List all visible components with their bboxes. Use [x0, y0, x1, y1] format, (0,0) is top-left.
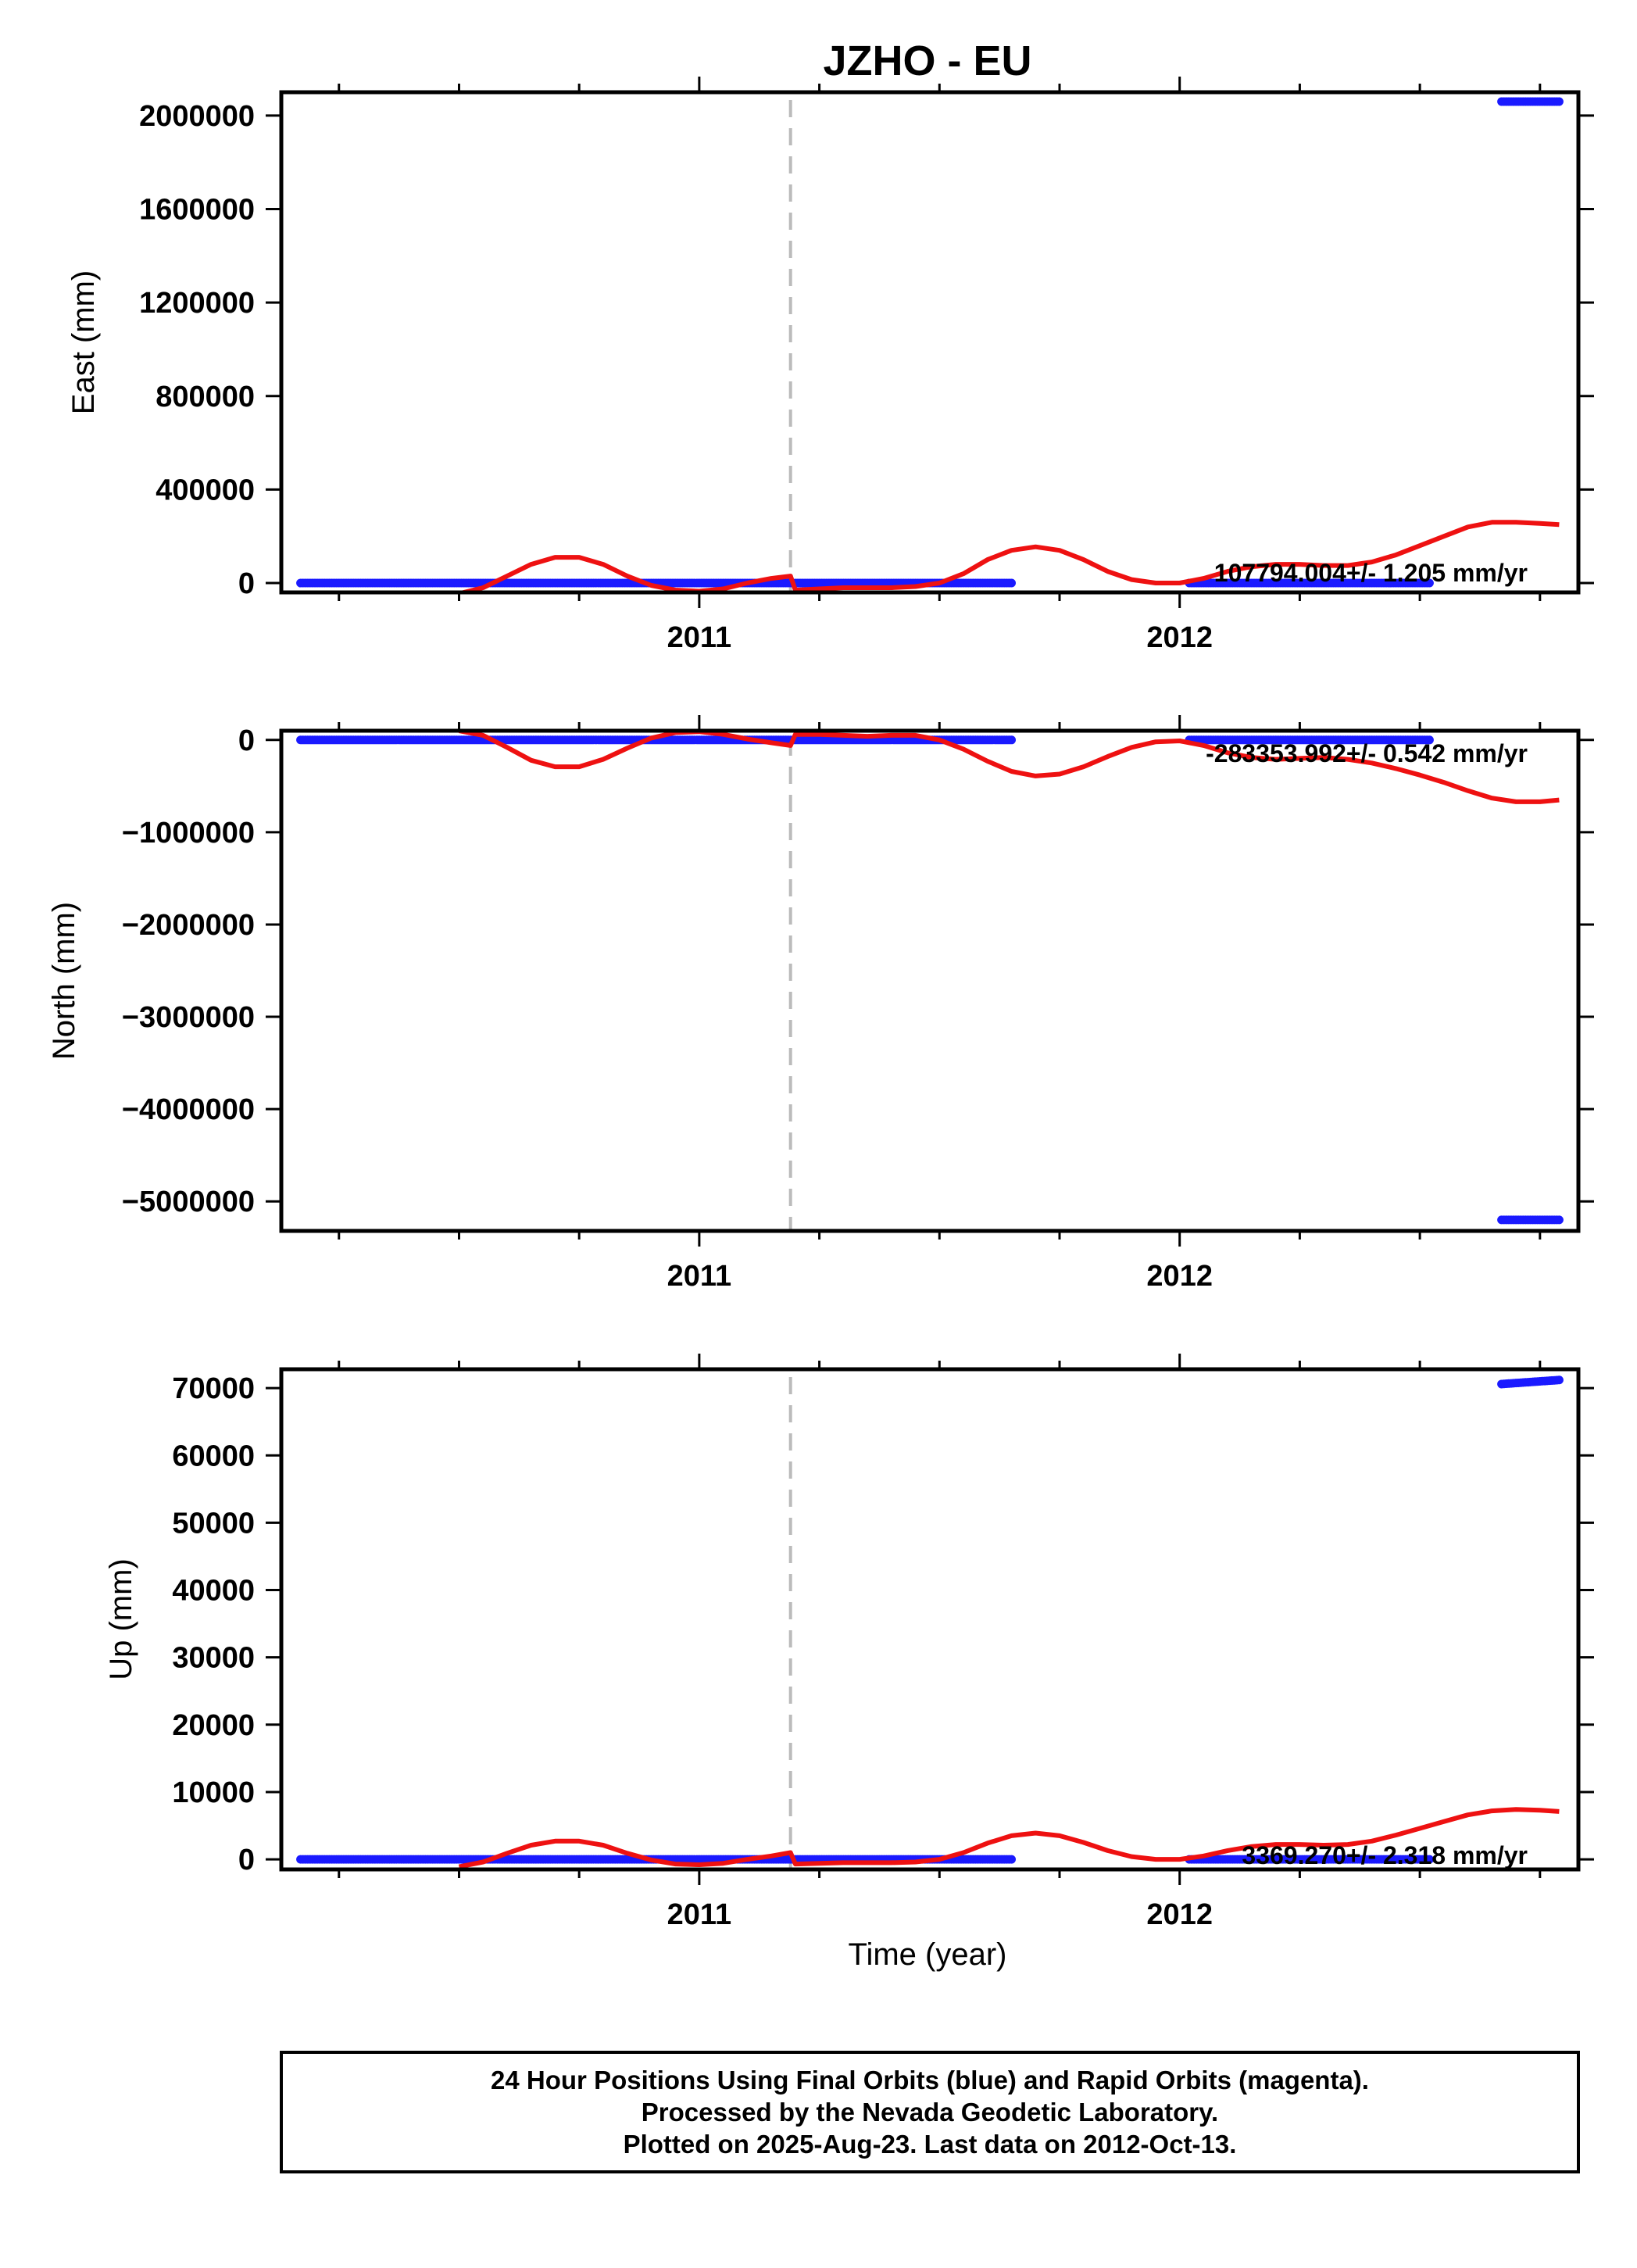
- north-final-orbit-point: [1424, 735, 1434, 745]
- north-data: [296, 731, 1564, 1225]
- east-y-tick-label: 1200000: [139, 287, 255, 320]
- north-y-tick-label: −4000000: [122, 1093, 255, 1126]
- x-axis-title: Time (year): [849, 1937, 1007, 1972]
- chart-title: JZHO - EU: [823, 38, 1031, 84]
- up-y-tick-label: 30000: [172, 1642, 255, 1675]
- east-model-fit-line: [458, 520, 1560, 592]
- up-panel: 2011 2012 0 10000 20000 30000 40000 50000 60000 7…: [104, 1354, 1594, 1931]
- east-rate-label: 107794.004+/- 1.205 mm/yr: [1214, 559, 1528, 587]
- east-final-orbit-point: [1424, 578, 1434, 588]
- footer-line-2: Processed by the Nevada Geodetic Laborat…: [642, 2098, 1218, 2127]
- up-y-tick-label: 0: [238, 1844, 255, 1876]
- east-data: [296, 97, 1564, 592]
- east-y-tick-label: 1600000: [139, 194, 255, 227]
- up-x-tick-label: 2012: [1146, 1898, 1213, 1931]
- up-model-fit-line: [458, 1807, 1560, 1869]
- up-rate-label: 3369.270+/- 2.318 mm/yr: [1242, 1841, 1528, 1869]
- east-final-orbit-point: [1554, 97, 1564, 106]
- north-rate-label: -283353.992+/- 0.542 mm/yr: [1206, 739, 1528, 767]
- east-x-tick-label: 2012: [1146, 621, 1213, 654]
- east-x-tick-label: 2011: [667, 621, 731, 654]
- up-y-tick-label: 50000: [172, 1507, 255, 1540]
- up-y-tick-label: 70000: [172, 1372, 255, 1405]
- up-y-tick-label: 40000: [172, 1575, 255, 1608]
- north-final-orbit-point: [1007, 735, 1017, 745]
- up-final-orbit-point: [1554, 1375, 1564, 1385]
- up-x-tick-label: 2011: [667, 1898, 731, 1931]
- north-x-tick-label: 2011: [667, 1260, 731, 1293]
- up-final-orbit-point: [1007, 1855, 1017, 1864]
- panels-layer: 2011 201204000008000001200000160000020000…: [47, 77, 1594, 1931]
- east-y-tick-label: 400000: [155, 474, 255, 506]
- north-final-orbit-point: [1554, 1215, 1564, 1225]
- east-panel: 2011 2012 0 400000 800000 1200000 1600000 20000…: [66, 77, 1594, 654]
- east-final-orbit-point: [1007, 578, 1017, 588]
- up-y-tick-label: 10000: [172, 1776, 255, 1809]
- north-panel: 2011 2012 0 −1000000 −2000000 −3000000 −400000…: [47, 715, 1594, 1293]
- north-y-tick-label: −5000000: [122, 1186, 255, 1218]
- footer-line-1: 24 Hour Positions Using Final Orbits (bl…: [491, 2066, 1369, 2095]
- east-y-tick-label: 2000000: [139, 100, 255, 133]
- footer-box: [280, 2051, 1580, 2173]
- north-y-tick-label: −3000000: [122, 1001, 255, 1034]
- north-frame: [279, 728, 1581, 1233]
- north-y-tick-label: −2000000: [122, 909, 255, 942]
- up-y-axis-title: Up (mm): [104, 1558, 138, 1680]
- north-x-tick-label: 2012: [1146, 1260, 1213, 1293]
- east-y-tick-label: 800000: [155, 381, 255, 413]
- north-y-tick-label: −1000000: [122, 817, 255, 850]
- east-frame: [279, 90, 1581, 595]
- east-y-axis-title: East (mm): [66, 270, 101, 414]
- up-data: [296, 1375, 1564, 1869]
- up-y-tick-label: 60000: [172, 1440, 255, 1472]
- north-y-tick-label: 0: [238, 724, 255, 757]
- footer-line-3: Plotted on 2025-Aug-23. Last data on 201…: [624, 2130, 1237, 2159]
- up-final-orbit-point: [1424, 1855, 1434, 1864]
- up-y-tick-label: 20000: [172, 1709, 255, 1742]
- north-model-fit-line: [458, 731, 1560, 804]
- up-frame: [279, 1367, 1581, 1872]
- north-y-axis-title: North (mm): [47, 902, 81, 1060]
- east-y-tick-label: 0: [238, 567, 255, 600]
